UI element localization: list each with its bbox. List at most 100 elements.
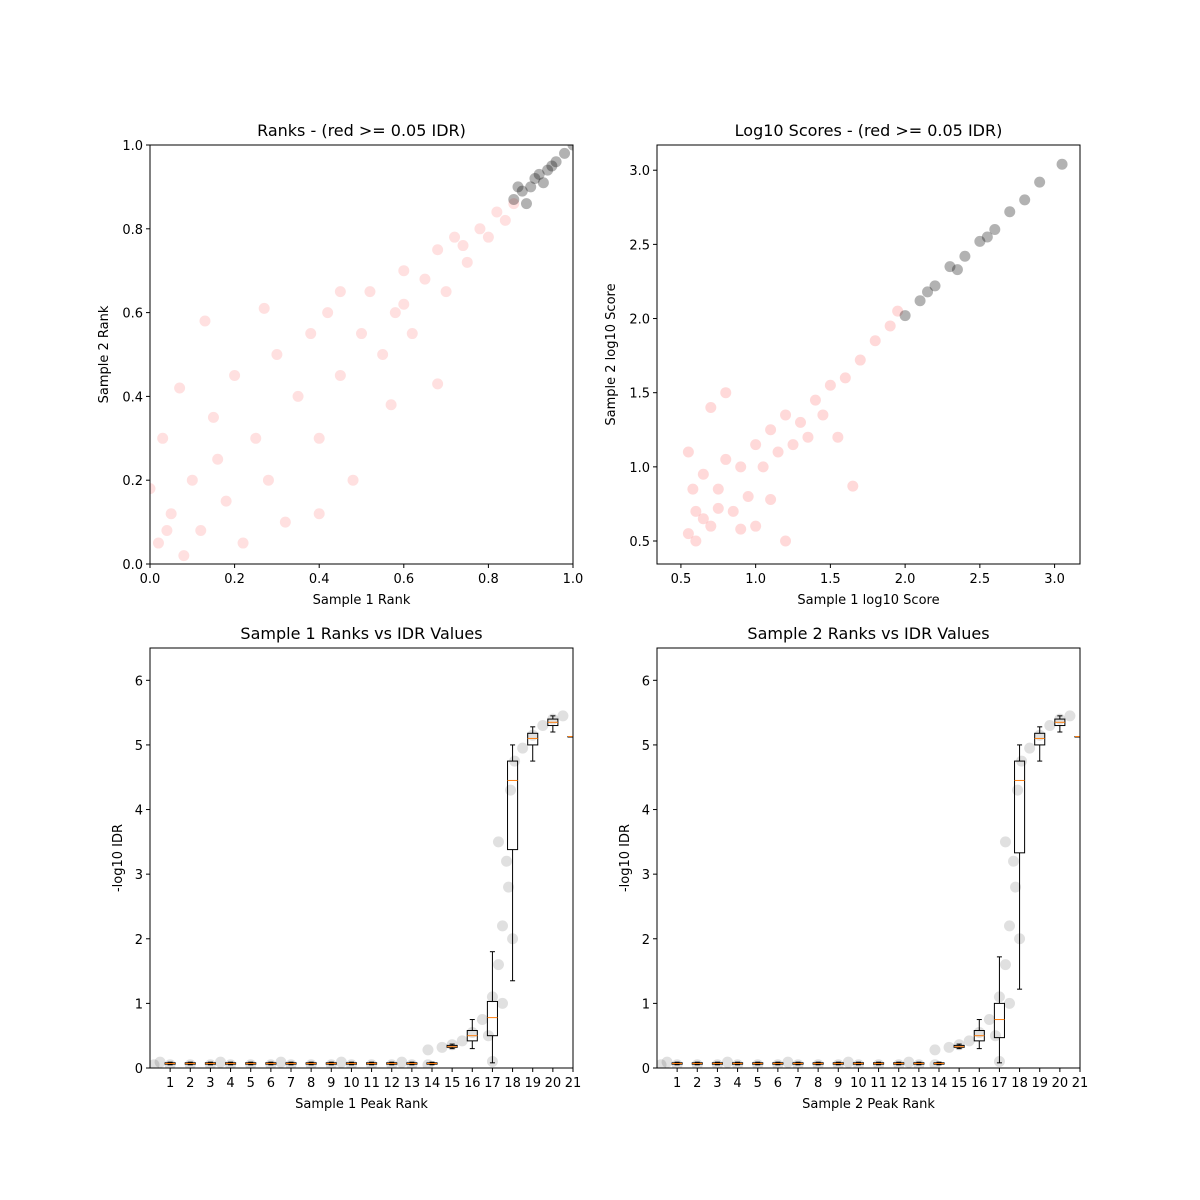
x-tick-label: 1.5 (820, 572, 841, 587)
y-tick-label: 0.0 (122, 558, 143, 573)
point (854, 354, 866, 366)
x-tick-label: 0.5 (671, 572, 692, 587)
point (1056, 158, 1068, 170)
point (697, 468, 709, 480)
axes-frame (149, 647, 574, 1069)
point (525, 181, 537, 193)
point (335, 1056, 347, 1068)
box (527, 732, 539, 746)
box (1034, 732, 1046, 746)
x-tick-label: 8 (814, 1076, 822, 1091)
point (322, 307, 334, 319)
point (456, 1035, 468, 1047)
axes-frame (656, 144, 1081, 565)
x-tick-label: 14 (931, 1076, 948, 1091)
point (884, 320, 896, 332)
point (461, 256, 473, 268)
x-tick-label: 18 (1011, 1076, 1028, 1091)
point (537, 177, 549, 189)
y-axis-label: -log10 IDR (111, 824, 126, 892)
point (220, 495, 232, 507)
x-tick-label: 1 (673, 1076, 681, 1091)
x-tick-label: 0.0 (140, 572, 161, 587)
point (765, 424, 777, 436)
point (682, 528, 694, 540)
point (449, 231, 461, 243)
point (542, 164, 554, 176)
point (963, 1035, 975, 1047)
point (305, 328, 317, 340)
box (1014, 760, 1026, 854)
x-tick-label: 16 (464, 1076, 481, 1091)
point (275, 1056, 287, 1068)
plot-area (657, 710, 1080, 1068)
y-tick-label: 6 (642, 674, 650, 689)
point (237, 537, 249, 549)
x-tick-label: 1.0 (563, 572, 584, 587)
x-tick-label: 12 (890, 1076, 907, 1091)
point (186, 474, 198, 486)
point (501, 855, 513, 867)
y-axis-label: -log10 IDR (618, 824, 633, 892)
point (334, 286, 346, 298)
point (832, 431, 844, 443)
point (419, 273, 431, 285)
x-axis-label: Sample 1 Peak Rank (295, 1097, 428, 1112)
point (712, 483, 724, 495)
point (550, 156, 562, 168)
point (999, 959, 1011, 971)
point (389, 307, 401, 319)
x-tick-label: 17 (991, 1076, 1008, 1091)
point (313, 508, 325, 520)
y-tick-label: 1 (135, 997, 143, 1012)
x-tick-label: 11 (870, 1076, 887, 1091)
x-tick-label: 11 (363, 1076, 380, 1091)
point (406, 328, 418, 340)
y-tick-label: 1.0 (629, 461, 650, 476)
x-tick-label: 18 (504, 1076, 521, 1091)
box (486, 1000, 498, 1037)
x-tick-label: 6 (774, 1076, 782, 1091)
point (869, 335, 881, 347)
point (981, 231, 993, 243)
point (499, 214, 511, 226)
y-tick-label: 5 (642, 739, 650, 754)
point (157, 432, 169, 444)
x-tick-label: 13 (404, 1076, 421, 1091)
x-tick-label: 16 (971, 1076, 988, 1091)
point (482, 231, 494, 243)
subplot-title: Sample 1 Ranks vs IDR Values (240, 624, 482, 643)
point (922, 286, 934, 298)
y-tick-label: 2 (642, 933, 650, 948)
x-tick-label: 2.0 (895, 572, 916, 587)
y-tick-label: 0.5 (629, 535, 650, 550)
x-tick-label: 14 (424, 1076, 441, 1091)
point (735, 523, 747, 535)
y-tick-label: 1 (642, 997, 650, 1012)
point (178, 550, 190, 562)
y-tick-label: 0.8 (122, 223, 143, 238)
subplot: 1 2 3 4 5 6 7 8 9 10 11 12 13 14 15 16 17 18 19 20 210123456… (618, 624, 1088, 1112)
plot-area (150, 145, 573, 562)
point (474, 223, 486, 235)
point (712, 502, 724, 514)
point (557, 710, 569, 722)
point (780, 535, 792, 547)
point (396, 1056, 408, 1068)
point (279, 516, 291, 528)
point (505, 784, 517, 796)
point (765, 493, 777, 505)
x-tick-label: 2 (693, 1076, 701, 1091)
x-tick-label: 15 (444, 1076, 461, 1091)
y-tick-label: 0.4 (122, 390, 143, 405)
point (533, 168, 545, 180)
x-tick-label: 3 (206, 1076, 214, 1091)
y-tick-label: 2.0 (629, 313, 650, 328)
point (385, 399, 397, 411)
x-axis-label: Sample 1 log10 Score (797, 593, 939, 608)
y-tick-label: 3 (642, 868, 650, 883)
point (802, 431, 814, 443)
point (250, 432, 262, 444)
x-tick-label: 0.6 (393, 572, 414, 587)
